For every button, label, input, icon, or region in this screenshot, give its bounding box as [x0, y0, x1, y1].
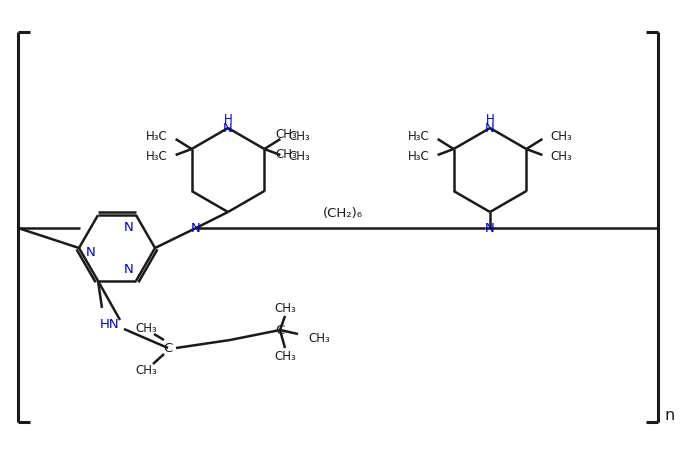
Text: CH₃: CH₃ — [550, 150, 572, 163]
Text: CH₃: CH₃ — [275, 129, 297, 141]
Text: HN: HN — [100, 319, 120, 332]
Text: N: N — [191, 221, 201, 234]
Text: H₃C: H₃C — [146, 130, 168, 144]
Text: N: N — [223, 122, 233, 135]
Text: CH₃: CH₃ — [288, 130, 310, 144]
Text: N: N — [124, 221, 134, 234]
Text: H: H — [486, 113, 494, 126]
Text: N: N — [485, 221, 495, 234]
Text: N: N — [485, 122, 495, 135]
Text: H: H — [224, 113, 233, 126]
Text: N: N — [86, 246, 95, 259]
Text: H₃C: H₃C — [408, 130, 430, 144]
Text: CH₃: CH₃ — [275, 148, 297, 162]
Text: n: n — [665, 409, 675, 423]
Text: C: C — [163, 342, 173, 355]
Text: CH₃: CH₃ — [274, 302, 296, 315]
Text: CH₃: CH₃ — [135, 364, 157, 377]
Text: CH₃: CH₃ — [135, 321, 157, 334]
Text: C: C — [275, 324, 285, 337]
Text: H₃C: H₃C — [146, 150, 168, 163]
Text: CH₃: CH₃ — [550, 130, 572, 144]
Text: CH₃: CH₃ — [308, 332, 330, 345]
Text: CH₃: CH₃ — [274, 350, 296, 363]
Text: H₃C: H₃C — [408, 150, 430, 163]
Text: N: N — [124, 263, 134, 276]
Text: CH₃: CH₃ — [288, 150, 310, 163]
Text: (CH₂)₆: (CH₂)₆ — [323, 207, 363, 220]
